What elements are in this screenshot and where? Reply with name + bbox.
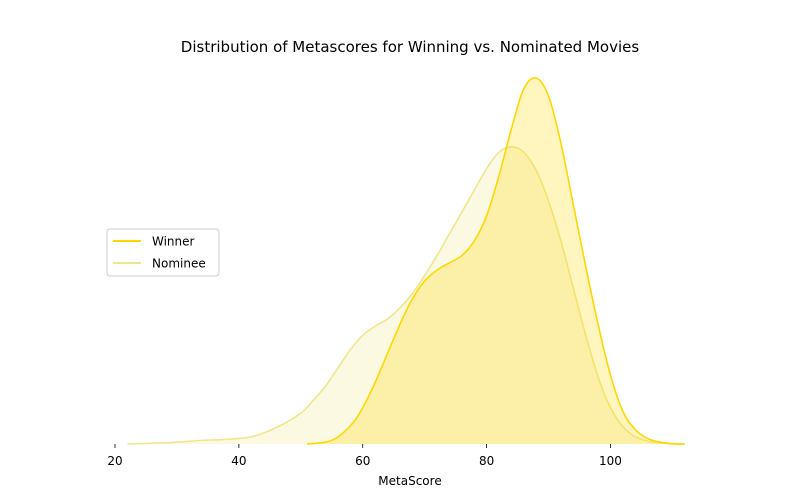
x-tick-label-20: 20: [107, 454, 122, 468]
series-line-nominee: [127, 146, 685, 445]
x-axis-ticks: 20 40 60 80 100: [107, 444, 622, 468]
series-area-winner: [307, 77, 685, 445]
legend-label-winner: Winner: [152, 235, 195, 249]
legend-label-nominee: Nominee: [152, 257, 206, 271]
x-axis-label: MetaScore: [378, 474, 441, 488]
x-tick-label-40: 40: [231, 454, 246, 468]
x-tick-label-100: 100: [599, 454, 622, 468]
chart-title: Distribution of Metascores for Winning v…: [181, 38, 640, 56]
series-area-nominee: [127, 146, 685, 444]
legend: Winner Nominee: [106, 228, 220, 277]
series-line-winner: [306, 76, 685, 445]
plot-area: [127, 76, 685, 445]
x-tick-label-80: 80: [479, 454, 494, 468]
x-tick-label-60: 60: [355, 454, 370, 468]
